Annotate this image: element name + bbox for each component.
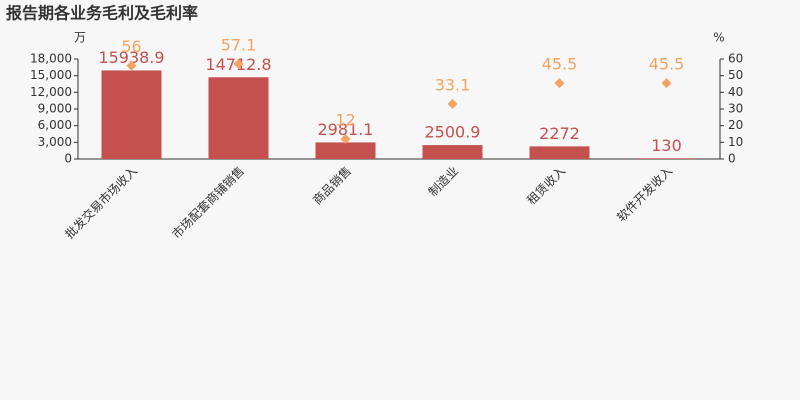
bar-value-label: 15938.9 bbox=[98, 48, 164, 67]
bar bbox=[422, 145, 483, 159]
margin-value-label: 12 bbox=[335, 111, 355, 130]
y2-tick-label: 30 bbox=[728, 102, 743, 116]
x-tick-label: 批发交易市场收入 bbox=[62, 163, 140, 241]
y2-tick-label: 50 bbox=[728, 68, 743, 82]
bar-value-label: 2981.1 bbox=[318, 120, 374, 139]
bar bbox=[208, 77, 269, 159]
y-axis-unit: 万 bbox=[74, 31, 86, 45]
margin-marker bbox=[233, 58, 244, 69]
y-tick-label: 0 bbox=[64, 152, 72, 166]
x-tick-label: 商品销售 bbox=[310, 163, 355, 208]
y-tick-label: 3,000 bbox=[38, 135, 72, 149]
y2-tick-label: 0 bbox=[728, 152, 736, 166]
margin-value-label: 45.5 bbox=[542, 55, 578, 74]
y-tick-label: 6,000 bbox=[38, 118, 72, 132]
bar bbox=[529, 146, 590, 159]
bar bbox=[315, 142, 376, 159]
bar bbox=[636, 158, 697, 159]
margin-marker bbox=[661, 78, 672, 89]
margin-marker bbox=[126, 60, 137, 71]
margin-value-label: 57.1 bbox=[221, 35, 257, 54]
bar-value-label: 130 bbox=[651, 136, 682, 155]
y2-axis-unit: % bbox=[713, 31, 724, 45]
x-tick-label: 租赁收入 bbox=[524, 164, 568, 208]
margin-value-label: 33.1 bbox=[435, 75, 471, 94]
margin-marker bbox=[554, 78, 565, 89]
margin-marker bbox=[340, 134, 351, 144]
x-tick-label: 制造业 bbox=[426, 164, 461, 199]
x-tick-label: 市场配套商铺销售 bbox=[169, 163, 247, 241]
chart-title: 报告期各业务毛利及毛利率 bbox=[6, 4, 198, 23]
margin-value-label: 45.5 bbox=[649, 55, 685, 74]
margin-marker bbox=[447, 98, 458, 109]
y-tick-label: 15,000 bbox=[30, 68, 72, 82]
y2-tick-label: 60 bbox=[728, 52, 743, 66]
y2-tick-label: 40 bbox=[728, 85, 743, 99]
y2-tick-label: 20 bbox=[728, 118, 743, 132]
y-tick-label: 12,000 bbox=[30, 85, 72, 99]
bar bbox=[101, 70, 162, 159]
y-tick-label: 9,000 bbox=[38, 102, 72, 116]
bar-value-label: 2272 bbox=[539, 124, 580, 143]
margin-value-label: 56 bbox=[121, 37, 141, 56]
y-tick-label: 18,000 bbox=[30, 52, 72, 66]
x-tick-label: 软件开发收入 bbox=[614, 163, 676, 225]
bar-value-label: 2500.9 bbox=[425, 123, 481, 142]
y2-tick-label: 10 bbox=[728, 135, 743, 149]
